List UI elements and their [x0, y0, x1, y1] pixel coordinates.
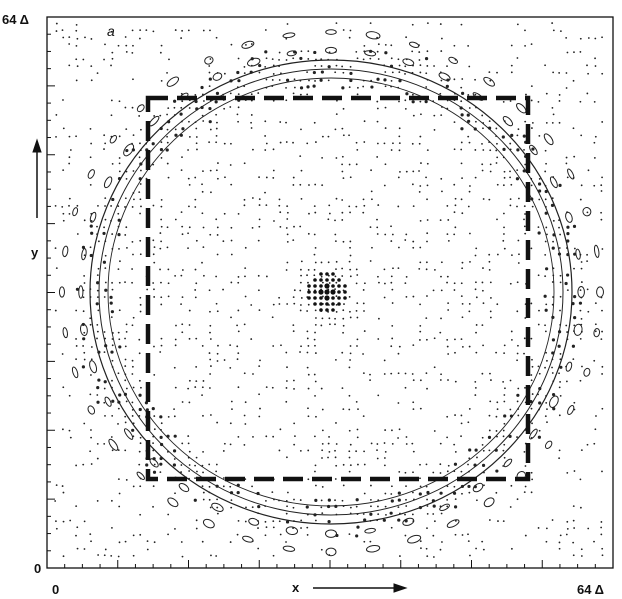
origin-y-label: 0 — [34, 561, 42, 576]
axis-ticks — [46, 16, 614, 569]
dashed-square-boundary — [145, 95, 531, 482]
middle-contour-ring — [98, 68, 564, 516]
panel-label: a — [107, 23, 115, 39]
origin-x-label: 0 — [52, 582, 60, 597]
contour-blobs — [58, 29, 604, 557]
y-axis-label: y — [31, 245, 39, 260]
x-axis-label: x — [292, 580, 300, 595]
y-max-label: 64 Δ — [2, 12, 29, 27]
x-max-label: 64 Δ — [577, 582, 604, 597]
y-axis-arrow — [32, 138, 42, 218]
central-peak — [307, 272, 347, 312]
circular-contours — [89, 59, 573, 525]
x-axis-arrow — [313, 583, 408, 593]
inner-contour-ring — [107, 77, 555, 507]
outer-contour-ring — [89, 59, 573, 525]
